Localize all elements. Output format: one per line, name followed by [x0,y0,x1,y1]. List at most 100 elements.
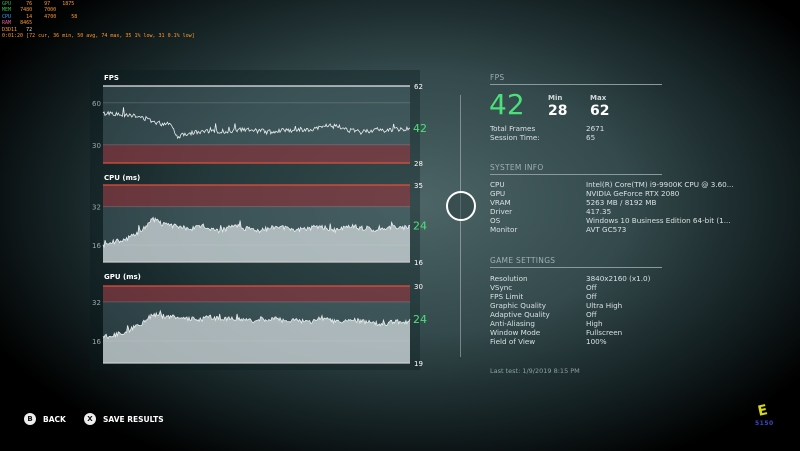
current-value-label: 24 [413,220,427,233]
y-tick-label: 32 [92,204,101,212]
stat-key: Total Frames [490,124,536,133]
game-setting-value: High [586,319,603,328]
system-info-row: GPU NVIDIA GeForce RTX 2080 [490,189,679,198]
stat-key: Session Time: [490,133,540,142]
osd-gpu-temp: 76 [26,1,33,7]
game-setting-key: Graphic Quality [490,301,546,310]
game-setting-key: Anti-Aliasing [490,319,535,328]
b-key-icon: B [24,413,36,425]
system-info-value: Windows 10 Business Edition 64-bit (1... [586,216,731,225]
game-settings-header: GAME SETTINGS [490,256,662,268]
system-info-key: VRAM [490,198,511,207]
game-setting-key: Field of View [490,337,536,346]
system-info-row: Monitor AVT GC573 [490,225,626,234]
y-tick-label: 32 [92,299,101,307]
stat-session-time: Session Time: 65 [490,133,595,142]
game-setting-value: Ultra High [586,301,623,310]
game-setting-value: Off [586,283,597,292]
system-info-key: Monitor [490,225,518,234]
fps-current: 42 [489,88,525,121]
game-setting-key: Resolution [490,274,528,283]
osd-gpu-clock: 1875 [62,1,75,7]
game-setting-key: Window Mode [490,328,541,337]
system-info-row: VRAM 5263 MB / 8192 MB [490,198,656,207]
system-info-row: CPU Intel(R) Core(TM) i9-9900K CPU @ 3.60… [490,180,734,189]
game-setting-row: Resolution 3840x2160 (x1.0) [490,274,650,283]
system-info-row: Driver 417.35 [490,207,611,216]
y-tick-label: 16 [92,338,101,346]
min-label: 28 [414,160,423,168]
osd-d3d-label: D3D11 [2,26,18,33]
game-setting-row: FPS Limit Off [490,292,597,301]
osd-mem-v1: 7480 [20,7,33,14]
game-setting-value: 100% [586,337,607,346]
gpu-chart-title: GPU (ms) [104,273,141,281]
overlay-osd: GPU 76 97 1875 MEM 7480 7000 CPU 14 4700… [2,1,195,39]
y-tick-label: 30 [92,142,101,150]
osd-summary: 0:01:20 [72 cur, 36 min, 50 avg, 74 max,… [2,33,195,40]
timeline-scrub-handle[interactable] [446,191,476,221]
osd-mem-v2: 7000 [44,7,57,14]
fps-section-header: FPS [490,73,662,85]
cpu-chart-title: CPU (ms) [104,174,141,182]
game-setting-row: Graphic Quality Ultra High [490,301,622,310]
osd-ram-label: RAM [2,20,12,27]
osd-cpu-label: CPU [2,13,12,20]
osd-gpu-label: GPU [2,1,12,7]
fps-min: 28 [548,103,568,119]
system-info-row: OS Windows 10 Business Edition 64-bit (1.… [490,216,731,225]
min-label: 19 [414,360,423,368]
series-line [102,107,411,140]
game-setting-row: Window Mode Fullscreen [490,328,622,337]
system-info-key: OS [490,216,501,225]
system-info-value: 417.35 [586,207,612,216]
osd-cpu-v2: 4700 [44,13,57,20]
x-key-icon: X [84,413,96,425]
game-setting-key: Adaptive Quality [490,310,550,319]
y-tick-label: 16 [92,242,101,250]
fps-max: 62 [590,103,610,119]
series-area [103,217,410,262]
system-info-value: AVT GC573 [586,225,627,234]
max-label: 62 [414,83,423,91]
back-button[interactable]: B BACK [24,413,66,425]
osd-cpu-v3: 58 [71,13,78,20]
system-info-key: CPU [490,180,505,189]
game-setting-value: Off [586,292,597,301]
system-info-key: GPU [490,189,506,198]
game-setting-row: Adaptive Quality Off [490,310,597,319]
stat-total-frames: Total Frames 2671 [490,124,604,133]
osd-gpu-usage: 97 [44,1,51,7]
last-test-timestamp: Last test: 1/9/2019 8:15 PM [490,367,580,375]
stat-value: 65 [586,133,596,142]
osd-mem-label: MEM [2,7,12,14]
game-setting-key: VSync [490,283,513,292]
current-value-label: 24 [413,313,427,326]
fps-min-label: Min [548,94,563,102]
watermark-logo-text: 5150 [755,420,774,427]
save-results-label: SAVE RESULTS [103,414,164,424]
max-label: 35 [414,182,423,190]
system-info-value: NVIDIA GeForce RTX 2080 [586,189,680,198]
panel-divider [460,95,461,357]
system-info-value: 5263 MB / 8192 MB [586,198,657,207]
threshold-band [103,144,410,163]
min-label: 16 [414,259,423,267]
save-results-button[interactable]: X SAVE RESULTS [84,413,164,425]
game-setting-row: Anti-Aliasing High [490,319,603,328]
threshold-band [103,185,410,207]
y-tick-label: 60 [92,100,101,108]
stat-value: 2671 [586,124,605,133]
osd-d3d-fps: 72 [26,26,33,33]
series-line [102,216,411,249]
game-setting-value: 3840x2160 (x1.0) [586,274,651,283]
game-setting-row: VSync Off [490,283,597,292]
system-info-header: SYSTEM INFO [490,163,662,175]
max-label: 30 [414,283,423,291]
series-line [102,309,411,340]
game-setting-key: FPS Limit [490,292,524,301]
fps-chart-title: FPS [104,74,119,82]
current-value-label: 42 [413,122,427,135]
